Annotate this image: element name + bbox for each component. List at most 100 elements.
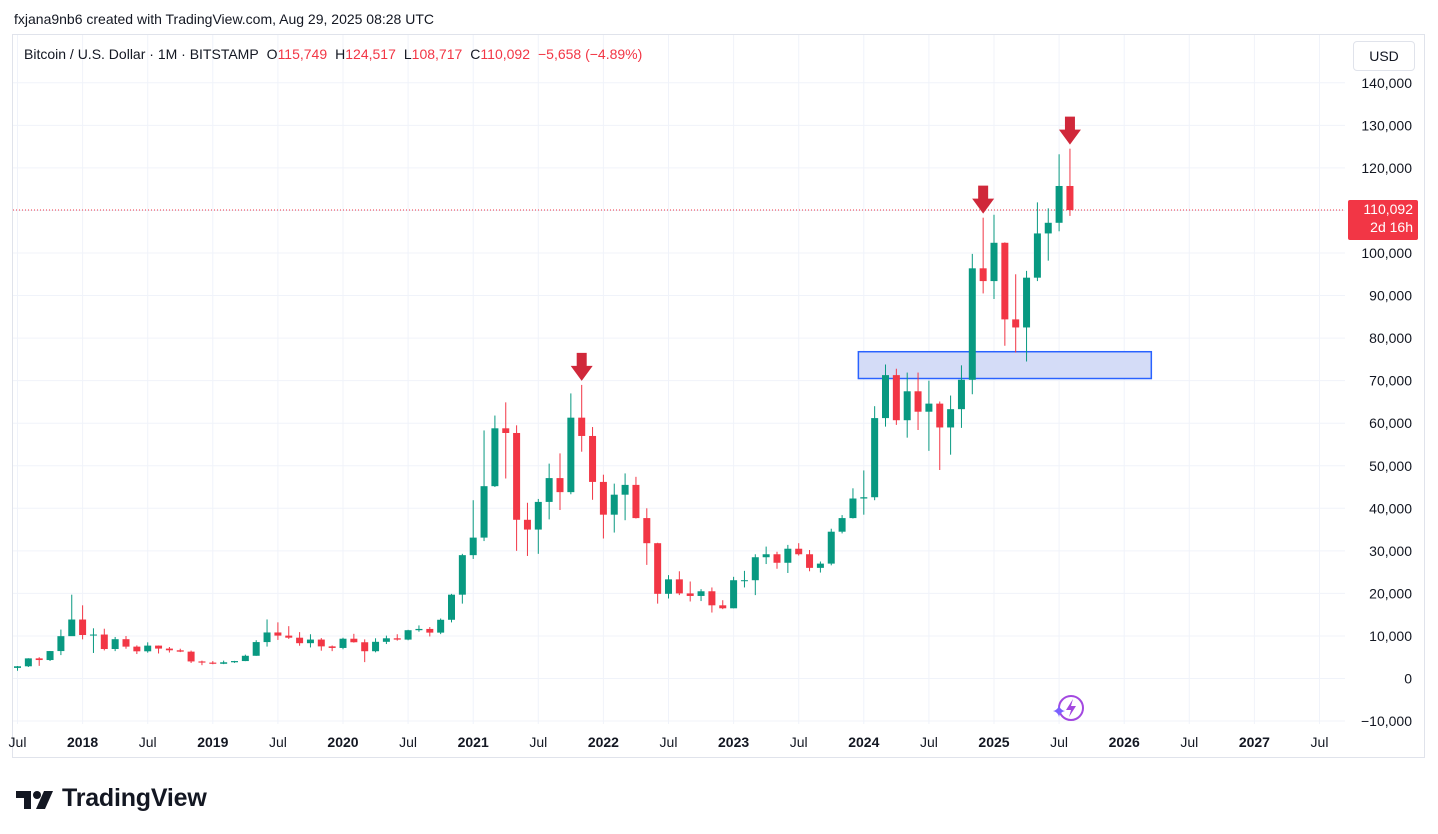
candle[interactable]: [914, 372, 922, 431]
candle[interactable]: [762, 546, 770, 565]
candle[interactable]: [100, 628, 108, 651]
candle[interactable]: [686, 581, 694, 602]
candle[interactable]: [892, 368, 900, 425]
tradingview-logo[interactable]: TradingView: [16, 784, 207, 813]
candle[interactable]: [534, 498, 542, 554]
candle[interactable]: [317, 638, 325, 651]
candle[interactable]: [437, 618, 445, 635]
candle[interactable]: [957, 365, 965, 428]
candle[interactable]: [871, 406, 879, 501]
candle[interactable]: [480, 430, 488, 542]
candle[interactable]: [816, 561, 824, 573]
candle[interactable]: [187, 650, 195, 663]
candle[interactable]: [469, 500, 477, 559]
candle[interactable]: [643, 508, 651, 565]
candle[interactable]: [610, 483, 618, 533]
candle[interactable]: [578, 384, 586, 452]
candle[interactable]: [122, 635, 130, 649]
candle[interactable]: [925, 380, 933, 451]
candle[interactable]: [220, 660, 228, 665]
candle[interactable]: [404, 629, 412, 641]
candle[interactable]: [589, 427, 597, 500]
candle[interactable]: [361, 639, 369, 663]
candle[interactable]: [708, 587, 716, 613]
candle[interactable]: [133, 645, 141, 655]
candle[interactable]: [502, 402, 510, 479]
candle[interactable]: [632, 476, 640, 519]
candle[interactable]: [730, 576, 738, 609]
candle[interactable]: [675, 571, 683, 596]
candle[interactable]: [241, 654, 249, 662]
candle[interactable]: [155, 645, 163, 654]
candle[interactable]: [1044, 208, 1052, 261]
candle[interactable]: [903, 372, 911, 438]
candle[interactable]: [827, 528, 835, 566]
candle[interactable]: [849, 488, 857, 519]
support-zone-rect[interactable]: [857, 350, 1153, 380]
candle[interactable]: [448, 593, 455, 623]
flash-icon[interactable]: [1053, 695, 1084, 721]
candle[interactable]: [1033, 202, 1041, 282]
candle[interactable]: [231, 660, 238, 663]
candle[interactable]: [57, 629, 65, 656]
candle[interactable]: [860, 470, 868, 515]
candle[interactable]: [68, 594, 76, 637]
currency-button[interactable]: USD: [1353, 41, 1415, 71]
candle[interactable]: [111, 636, 119, 652]
candle[interactable]: [285, 626, 293, 639]
candle[interactable]: [773, 551, 781, 569]
candle[interactable]: [382, 635, 390, 645]
candle[interactable]: [491, 415, 499, 488]
candle[interactable]: [947, 395, 955, 455]
candle[interactable]: [751, 554, 759, 596]
candle[interactable]: [968, 253, 976, 395]
candle[interactable]: [426, 627, 434, 637]
candle[interactable]: [838, 515, 846, 534]
candle[interactable]: [458, 553, 466, 604]
candle[interactable]: [209, 661, 217, 665]
candle[interactable]: [79, 605, 87, 640]
candle[interactable]: [621, 473, 629, 521]
candle[interactable]: [89, 628, 97, 653]
candle[interactable]: [415, 625, 423, 632]
candle[interactable]: [1055, 154, 1063, 232]
candle[interactable]: [372, 638, 380, 653]
candle[interactable]: [1023, 270, 1031, 362]
candle[interactable]: [545, 463, 553, 520]
candle[interactable]: [697, 589, 705, 602]
candle[interactable]: [14, 665, 21, 671]
candle[interactable]: [654, 542, 662, 604]
candle[interactable]: [806, 549, 814, 572]
candle[interactable]: [328, 645, 336, 652]
candle[interactable]: [165, 647, 173, 653]
candle[interactable]: [252, 640, 260, 656]
candle[interactable]: [740, 570, 748, 588]
candle[interactable]: [784, 544, 792, 573]
candle[interactable]: [274, 622, 282, 640]
candle[interactable]: [513, 425, 521, 551]
candle[interactable]: [35, 657, 43, 666]
candle[interactable]: [1066, 148, 1074, 216]
candle[interactable]: [665, 575, 672, 599]
candle[interactable]: [24, 658, 32, 668]
candle[interactable]: [46, 650, 54, 662]
candle[interactable]: [144, 642, 152, 653]
candle[interactable]: [263, 619, 271, 647]
candle[interactable]: [882, 364, 889, 427]
candle[interactable]: [567, 393, 575, 495]
candle[interactable]: [556, 453, 564, 511]
candle[interactable]: [599, 474, 607, 539]
candle[interactable]: [990, 214, 998, 299]
candle[interactable]: [393, 634, 401, 641]
candle[interactable]: [523, 502, 531, 556]
candle[interactable]: [306, 634, 314, 648]
candle[interactable]: [296, 632, 304, 646]
chart-frame[interactable]: [12, 34, 1425, 758]
candle[interactable]: [339, 637, 347, 650]
candle[interactable]: [1001, 242, 1009, 346]
candle[interactable]: [936, 401, 944, 471]
candle[interactable]: [198, 660, 206, 666]
candle[interactable]: [979, 217, 987, 294]
candle[interactable]: [795, 543, 803, 556]
